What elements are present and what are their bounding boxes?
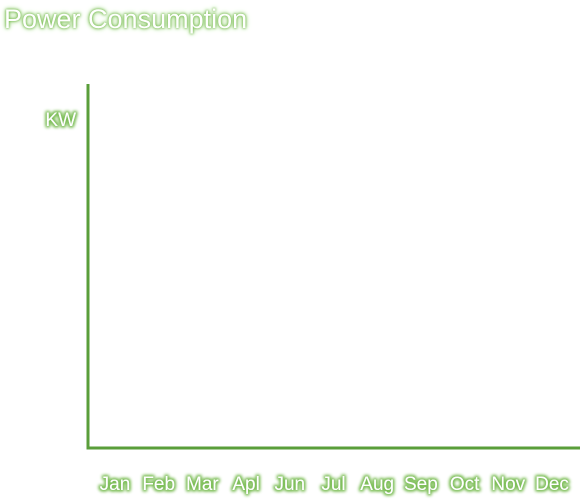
x-tick-label-mar: Mar [186,474,219,495]
x-tick-label-dec: Dec [535,474,569,495]
chart-title: Power Consumption [4,4,248,34]
x-tick-label-jul: Jul [321,474,345,495]
x-tick-label-apl: Apl [232,474,259,495]
x-tick-label-jan: Jan [100,474,131,495]
x-tick-label-nov: Nov [491,474,525,495]
x-tick-label-oct: Oct [450,474,480,495]
x-tick-label-aug: Aug [360,474,394,495]
x-tick-label-feb: Feb [142,474,175,495]
x-tick-label-jun: Jun [274,474,305,495]
y-axis-label: KW [45,110,76,131]
x-tick-label-sep: Sep [404,474,438,495]
